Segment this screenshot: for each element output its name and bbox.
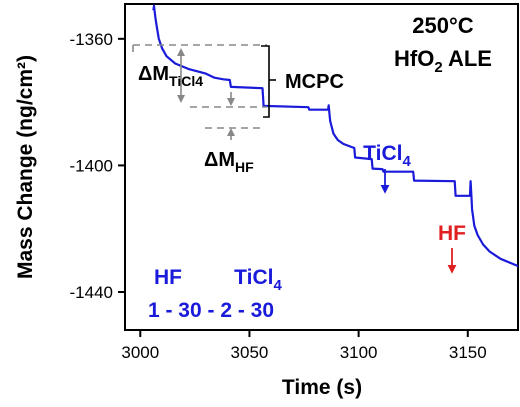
delta-m-hf-label: ΔMHF xyxy=(204,149,254,175)
plot-area-border xyxy=(124,3,519,331)
y-axis-title: Mass Change (ng/cm²) xyxy=(14,55,37,279)
plot-frame xyxy=(124,3,519,331)
x-tick-label-3100: 3100 xyxy=(340,343,378,362)
sequence-hf-label: HF xyxy=(154,266,182,289)
x-tick-label-3050: 3050 xyxy=(231,343,269,362)
y-tick-label--1440: -1440 xyxy=(70,283,113,302)
axis-tick-labels: 3000 3050 3100 3150 -1360 -1400 -1440 xyxy=(70,30,487,362)
hf-pulse-marker: HF xyxy=(438,222,466,274)
hf-mass-change-bracket xyxy=(205,92,262,140)
ticl4-mass-change-bracket xyxy=(132,44,267,108)
temperature-label: 250°C xyxy=(412,13,474,38)
ticl4-pulse-marker: TiCl4 xyxy=(363,142,411,194)
film-label: HfO2 ALE xyxy=(394,46,492,76)
y-tick-label--1400: -1400 xyxy=(70,156,113,175)
mcpc-label: MCPC xyxy=(285,71,344,93)
sequence-ticl4-label: TiCl4 xyxy=(234,266,282,294)
y-tick-label--1360: -1360 xyxy=(70,30,113,49)
delta-m-ticl4-label: ΔMTiCl4 xyxy=(138,63,203,89)
axis-ticks xyxy=(118,37,469,337)
x-tick-label-3000: 3000 xyxy=(121,343,159,362)
mcpc-bracket xyxy=(261,45,276,118)
x-tick-label-3150: 3150 xyxy=(449,343,487,362)
pulse-sequence-label: 1 - 30 - 2 - 30 xyxy=(148,299,274,322)
hf-pulse-label: HF xyxy=(438,222,466,245)
ticl4-pulse-label: TiCl4 xyxy=(363,142,411,170)
x-axis-title: Time (s) xyxy=(282,376,362,399)
